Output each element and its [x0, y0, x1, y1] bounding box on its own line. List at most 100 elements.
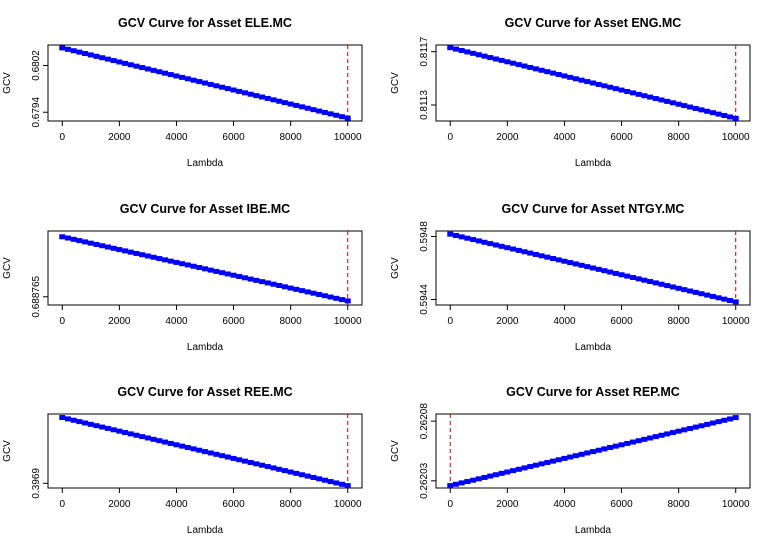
data-point — [481, 239, 488, 245]
data-point — [572, 261, 579, 267]
data-point — [498, 57, 505, 63]
data-point — [675, 285, 682, 291]
x-tick-label: 6000 — [222, 132, 245, 143]
data-point — [555, 257, 562, 263]
data-point — [224, 86, 231, 92]
data-point — [721, 417, 728, 423]
data-point — [127, 431, 134, 437]
data-point — [652, 434, 659, 440]
data-point — [561, 455, 568, 461]
data-point — [578, 262, 585, 268]
x-tick-label: 8000 — [668, 132, 691, 143]
data-point — [196, 79, 203, 85]
data-point — [692, 289, 699, 295]
data-point — [70, 48, 77, 54]
x-tick-label: 8000 — [280, 316, 303, 327]
chart-title: GCV Curve for Asset REP.MC — [506, 385, 680, 399]
data-point — [681, 427, 688, 433]
data-point — [202, 449, 208, 455]
x-tick-label: 10000 — [334, 499, 362, 510]
data-point — [704, 108, 711, 114]
x-tick-label: 2000 — [108, 499, 131, 510]
data-point — [162, 70, 169, 76]
x-tick-label: 6000 — [610, 132, 633, 143]
x-tick-label: 10000 — [334, 132, 362, 143]
data-point — [572, 76, 579, 82]
y-axis-label: GCV — [2, 72, 13, 94]
data-point — [618, 272, 625, 278]
data-point — [601, 83, 608, 89]
x-tick-label: 2000 — [108, 316, 131, 327]
data-point — [70, 417, 77, 423]
data-point — [293, 470, 300, 476]
data-point — [629, 274, 636, 280]
data-point — [59, 234, 66, 240]
y-tick-label: 0.3969 — [31, 468, 42, 499]
data-point — [669, 284, 676, 290]
data-point — [664, 98, 671, 104]
x-tick-label: 10000 — [722, 132, 750, 143]
data-point — [458, 480, 465, 486]
data-point — [139, 252, 146, 258]
y-tick-label: 0.26208 — [419, 403, 430, 440]
data-point — [259, 94, 266, 100]
x-tick-label: 8000 — [668, 499, 691, 510]
data-point — [732, 115, 739, 121]
chart-panel-2: GCV Curve for Asset ENG.MC 0 2000 4000 6000 8… — [390, 16, 751, 169]
data-point — [270, 97, 277, 103]
data-point — [333, 295, 340, 301]
data-point — [521, 63, 528, 69]
data-point — [184, 262, 191, 268]
data-point — [727, 297, 734, 303]
data-point — [532, 462, 539, 468]
data-point — [259, 279, 266, 285]
data-point — [681, 287, 688, 293]
data-point — [612, 443, 619, 449]
data-point — [241, 90, 248, 96]
chart-panel-6: GCV Curve for Asset REP.MC 0 2000 4000 6000 8… — [390, 385, 751, 536]
data-point — [87, 52, 94, 58]
data-point — [572, 453, 579, 459]
data-point — [607, 445, 614, 451]
x-axis-label: Lambda — [187, 525, 224, 536]
data-point — [521, 465, 528, 471]
data-point — [647, 279, 654, 285]
data-point — [635, 438, 642, 444]
data-point — [618, 442, 625, 448]
data-point — [179, 443, 186, 449]
data-point — [515, 62, 522, 68]
data-point — [624, 88, 631, 94]
x-tick-label: 6000 — [222, 499, 245, 510]
data-point — [93, 423, 100, 429]
x-tick-label: 0 — [447, 499, 453, 510]
data-point — [578, 77, 585, 83]
data-point — [590, 265, 596, 271]
y-tick-label: 0.5944 — [419, 284, 430, 315]
data-point — [236, 274, 243, 280]
data-point — [704, 421, 711, 427]
data-point — [110, 427, 117, 433]
x-tick-label: 10000 — [722, 316, 750, 327]
data-point — [213, 83, 220, 89]
x-tick-label: 4000 — [165, 316, 188, 327]
chart-panel-1: GCV Curve for Asset ELE.MC 0 2000 4000 6000 8… — [2, 16, 363, 169]
data-point — [93, 241, 100, 247]
plot-frame — [435, 44, 751, 122]
data-point — [624, 273, 631, 279]
data-point — [230, 272, 237, 278]
data-point — [190, 446, 197, 452]
y-axis-label: GCV — [390, 72, 401, 94]
data-point — [122, 248, 129, 254]
data-point — [264, 464, 271, 470]
y-tick-label: 0.688765 — [31, 275, 42, 317]
data-point — [333, 480, 340, 486]
data-point — [510, 246, 517, 252]
y-axis-label: GCV — [2, 257, 13, 279]
data-point — [281, 284, 288, 290]
chart-panel-3: GCV Curve for Asset IBE.MC 0 2000 4000 6000 8… — [2, 202, 363, 353]
data-point — [567, 454, 574, 460]
data-point — [687, 104, 694, 110]
plot-frame — [435, 413, 751, 489]
data-point — [150, 254, 157, 260]
data-point — [327, 111, 334, 117]
